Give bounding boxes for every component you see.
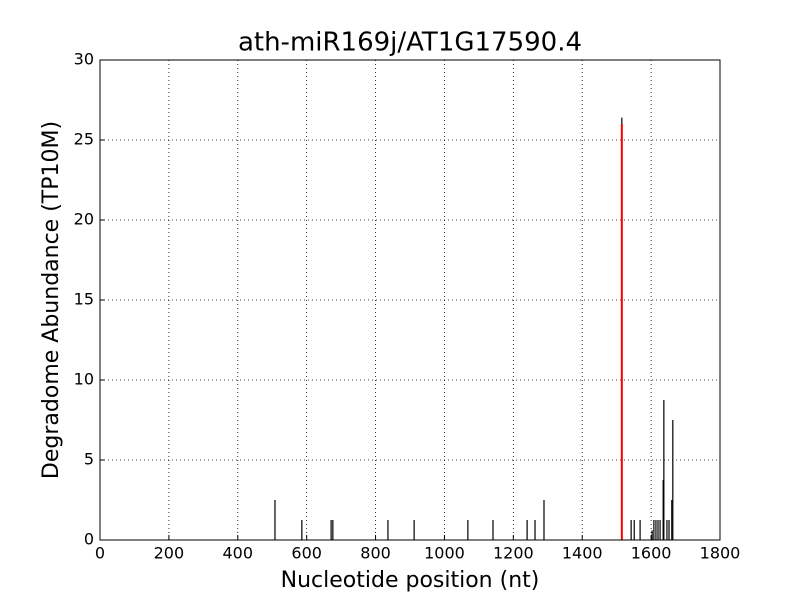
y-axis-label: Degradome Abundance (TP10M) — [39, 121, 64, 479]
x-tick-label: 600 — [291, 544, 322, 563]
y-tick-label: 20 — [74, 210, 94, 229]
x-axis-label: Nucleotide position (nt) — [281, 568, 540, 593]
x-tick-label: 800 — [360, 544, 391, 563]
y-tick-label: 25 — [74, 130, 94, 149]
x-tick-label: 0 — [95, 544, 105, 563]
x-tick-label: 1800 — [700, 544, 741, 563]
x-tick-label: 200 — [154, 544, 185, 563]
y-tick-label: 15 — [74, 290, 94, 309]
x-tick-label: 400 — [223, 544, 254, 563]
x-tick-label: 1000 — [424, 544, 465, 563]
y-tick-label: 5 — [84, 450, 94, 469]
x-tick-label: 1400 — [562, 544, 603, 563]
x-tick-label: 1200 — [493, 544, 534, 563]
x-tick-label: 1600 — [631, 544, 672, 563]
y-tick-label: 30 — [74, 50, 94, 69]
chart-title: ath-miR169j/AT1G17590.4 — [238, 28, 582, 58]
y-tick-label: 10 — [74, 370, 94, 389]
y-tick-label: 0 — [84, 530, 94, 549]
plot-frame — [99, 59, 721, 541]
